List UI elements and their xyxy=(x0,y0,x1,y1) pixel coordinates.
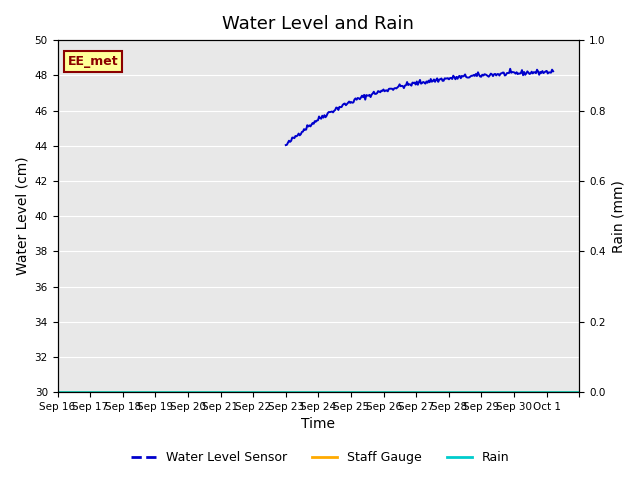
Y-axis label: Rain (mm): Rain (mm) xyxy=(611,180,625,252)
Title: Water Level and Rain: Water Level and Rain xyxy=(223,15,414,33)
Y-axis label: Water Level (cm): Water Level (cm) xyxy=(15,157,29,276)
X-axis label: Time: Time xyxy=(301,418,335,432)
Text: EE_met: EE_met xyxy=(68,55,118,68)
Legend: Water Level Sensor, Staff Gauge, Rain: Water Level Sensor, Staff Gauge, Rain xyxy=(125,446,515,469)
